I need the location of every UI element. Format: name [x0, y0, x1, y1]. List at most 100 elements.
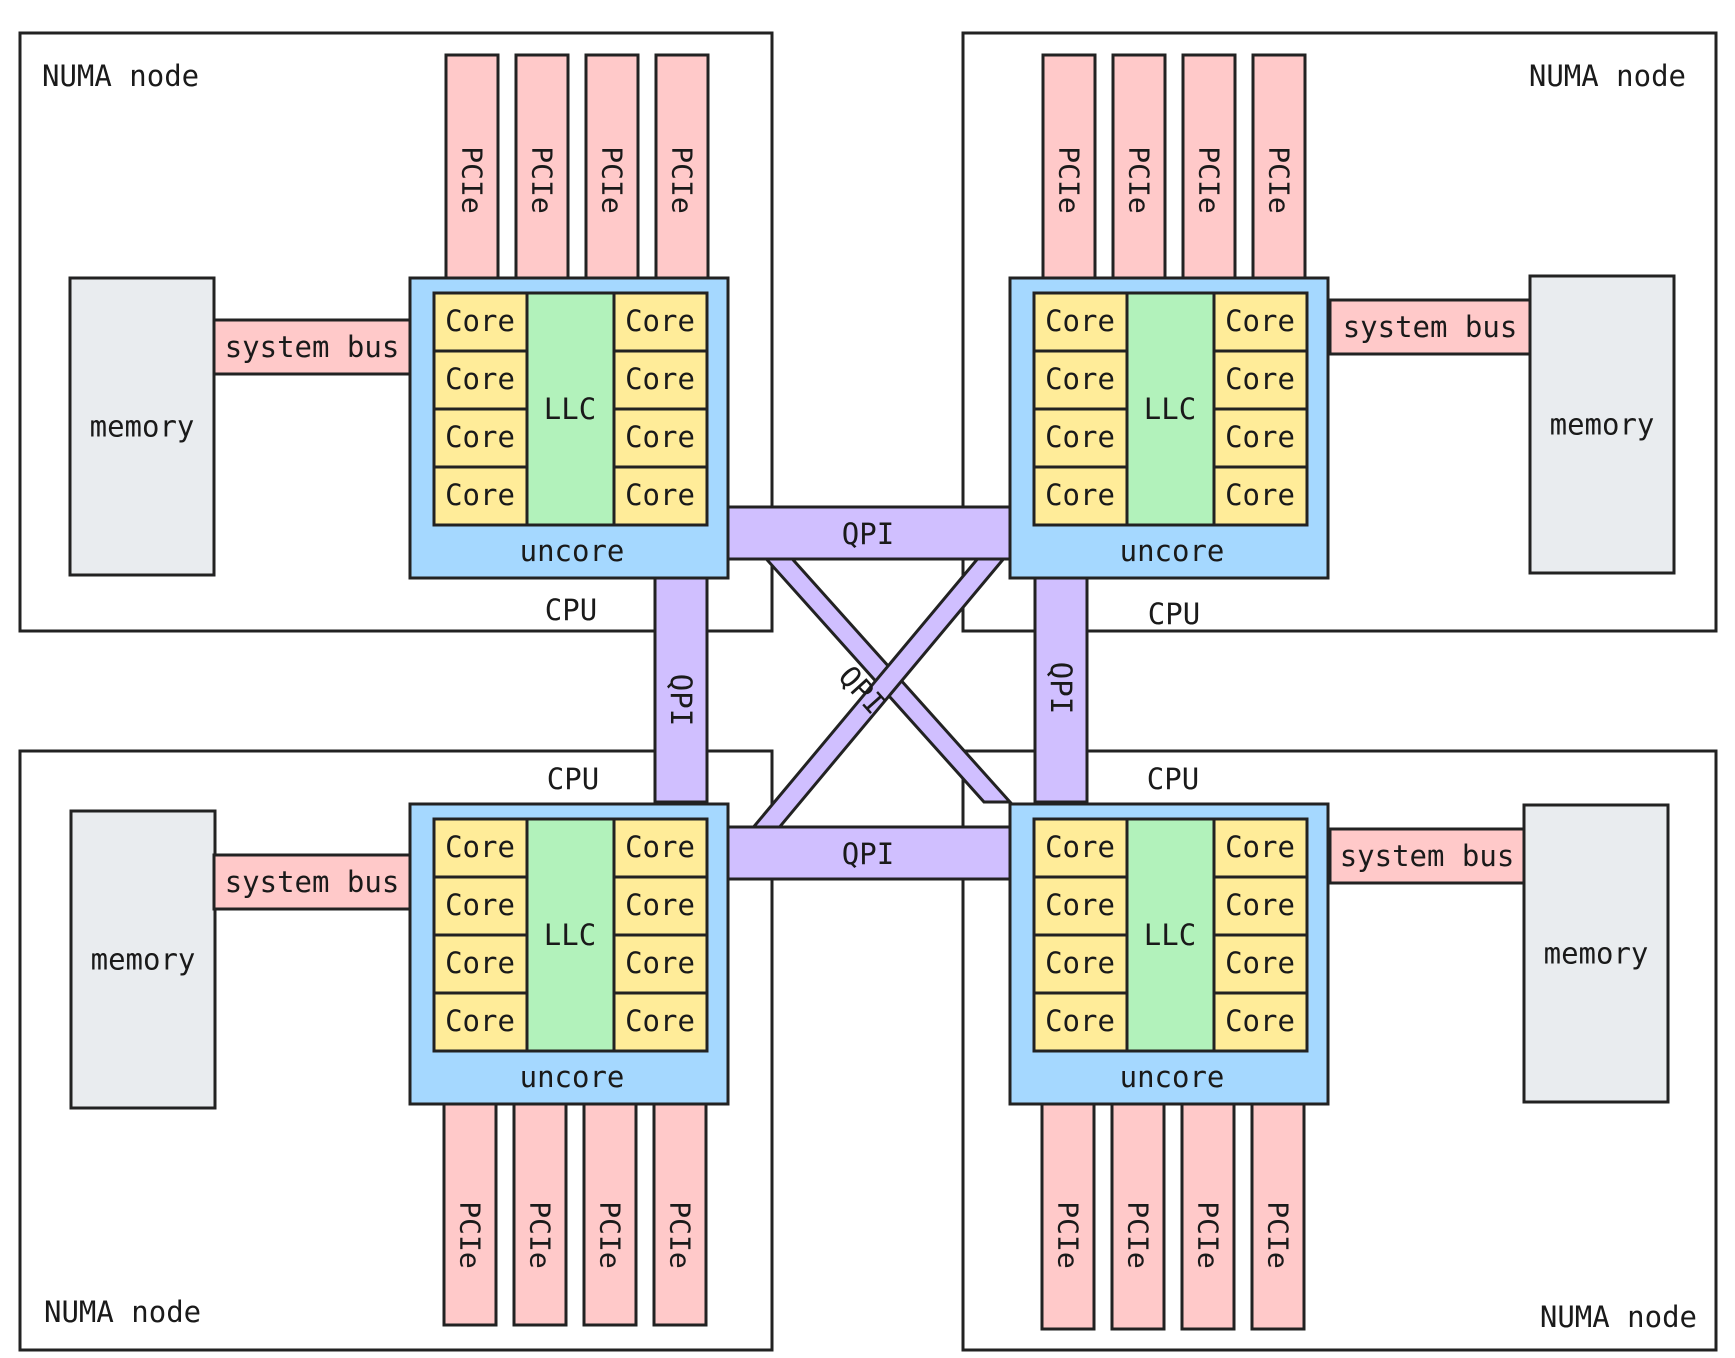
- core: [1212, 407, 1309, 469]
- core-label: Core: [445, 478, 515, 512]
- core-label: Core: [625, 420, 695, 454]
- memory-label: memory: [1544, 937, 1649, 971]
- uncore-label: uncore: [520, 1060, 625, 1094]
- pcie-slot: [1180, 1101, 1236, 1331]
- pcie-label: PCIe: [1123, 146, 1156, 213]
- memory-module: [69, 809, 217, 1110]
- uncore-label: uncore: [520, 534, 625, 568]
- core-label: Core: [1045, 830, 1115, 864]
- core-label: Core: [445, 1004, 515, 1038]
- system-bus-label: system bus: [1340, 839, 1515, 873]
- cpu-label: CPU: [547, 762, 599, 796]
- qpi-label-bottom: QPI: [842, 837, 894, 871]
- llc-label: LLC: [544, 392, 596, 426]
- pcie-slot: [512, 1101, 568, 1327]
- system-bus-label: system bus: [225, 330, 400, 364]
- core: [612, 407, 709, 469]
- core-label: Core: [625, 946, 695, 980]
- core-label: Core: [1225, 888, 1295, 922]
- memory-module: [1522, 803, 1670, 1104]
- qpi-label-vertical-right: QPI: [1044, 662, 1078, 714]
- pcie-label: PCIe: [666, 146, 699, 213]
- numa-node-top-right: NUMA node PCIe PCIe PCIe PCIe memory system bu…: [1008, 53, 1686, 631]
- core: [432, 291, 529, 353]
- numa-node-label: NUMA node: [42, 59, 199, 93]
- core-label: Core: [1045, 420, 1115, 454]
- system-bus: [212, 853, 412, 911]
- memory-label: memory: [90, 410, 195, 444]
- pcie-label: PCIe: [1052, 1201, 1085, 1268]
- pcie-label: PCIe: [1122, 1201, 1155, 1268]
- pcie-label: PCIe: [456, 146, 489, 213]
- pcie-slot: [1111, 53, 1167, 280]
- pcie-label: PCIe: [1263, 146, 1296, 213]
- core: [432, 349, 529, 411]
- system-bus: [1328, 298, 1532, 356]
- core-label: Core: [625, 362, 695, 396]
- core-label: Core: [625, 1004, 695, 1038]
- core-label: Core: [1225, 362, 1295, 396]
- llc-label: LLC: [544, 918, 596, 952]
- core-label: Core: [625, 478, 695, 512]
- qpi-label-vertical-left: QPI: [664, 674, 698, 726]
- core: [1212, 291, 1309, 353]
- pcie-label: PCIe: [526, 146, 559, 213]
- system-bus-label: system bus: [1343, 310, 1518, 344]
- core: [612, 875, 709, 937]
- core-label: Core: [1045, 478, 1115, 512]
- pcie-slot: [582, 1101, 638, 1327]
- core-label: Core: [1045, 304, 1115, 338]
- core-label: Core: [1045, 888, 1115, 922]
- system-bus-label: system bus: [225, 865, 400, 899]
- system-bus: [212, 318, 412, 376]
- core-label: Core: [1045, 362, 1115, 396]
- core-label: Core: [1045, 946, 1115, 980]
- core: [1212, 349, 1309, 411]
- core: [1212, 991, 1309, 1053]
- pcie-slot: [1181, 53, 1237, 280]
- pcie-label: PCIe: [596, 146, 629, 213]
- numa-node-label: NUMA node: [44, 1295, 201, 1329]
- pcie-label: PCIe: [1193, 146, 1226, 213]
- system-bus: [1328, 827, 1526, 885]
- memory-label: memory: [1550, 408, 1655, 442]
- core: [1032, 465, 1129, 527]
- pcie-slot: [1110, 1101, 1166, 1331]
- core-label: Core: [445, 304, 515, 338]
- pcie-label: PCIe: [1262, 1201, 1295, 1268]
- core-label: Core: [625, 304, 695, 338]
- core-label: Core: [445, 946, 515, 980]
- core-label: Core: [445, 830, 515, 864]
- llc-label: LLC: [1144, 392, 1196, 426]
- core-label: Core: [1225, 304, 1295, 338]
- cpu-label: CPU: [1147, 762, 1199, 796]
- pcie-slot: [444, 53, 500, 280]
- core-label: Core: [1225, 478, 1295, 512]
- pcie-slot: [584, 53, 640, 280]
- llc-label: LLC: [1144, 918, 1196, 952]
- numa-node-top-left: NUMA node PCIe PCIe PCIe PCIe memory system bu…: [42, 53, 730, 627]
- pcie-label: PCIe: [1192, 1201, 1225, 1268]
- core-label: Core: [1225, 830, 1295, 864]
- core-label: Core: [625, 830, 695, 864]
- core-label: Core: [445, 888, 515, 922]
- memory-label: memory: [91, 943, 196, 977]
- core: [1212, 465, 1309, 527]
- cpu-label: CPU: [1148, 597, 1200, 631]
- core: [612, 991, 709, 1053]
- core-label: Core: [1225, 1004, 1295, 1038]
- llc-block: [525, 291, 616, 527]
- core: [1032, 349, 1129, 411]
- numa-node-label: NUMA node: [1529, 59, 1686, 93]
- pcie-label: PCIe: [664, 1201, 697, 1268]
- memory-module: [1528, 274, 1676, 575]
- core-label: Core: [445, 420, 515, 454]
- llc-block: [525, 817, 616, 1053]
- core-label: Core: [625, 888, 695, 922]
- pcie-slot: [1250, 1101, 1306, 1331]
- core-label: Core: [1225, 420, 1295, 454]
- core: [1032, 817, 1129, 879]
- pcie-slot: [654, 53, 710, 280]
- pcie-label: PCIe: [1053, 146, 1086, 213]
